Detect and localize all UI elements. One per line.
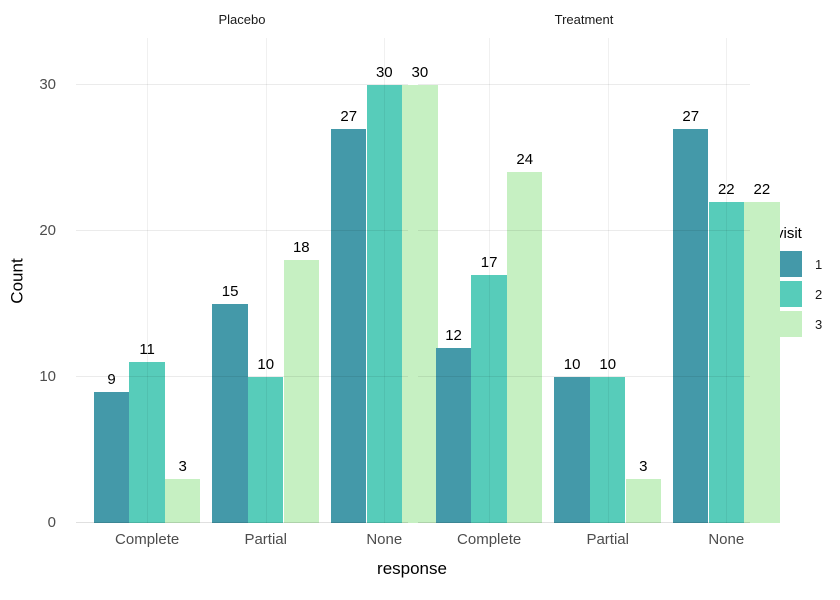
- bar: [330, 128, 367, 523]
- y-axis-tick-labels: 0 10 20 30: [0, 38, 66, 531]
- bar-value-label: 10: [599, 355, 617, 373]
- y-tick-label: 0: [47, 514, 56, 531]
- bar-slot: 3: [625, 38, 662, 523]
- bar: [247, 376, 284, 523]
- v-gridline: [384, 38, 386, 523]
- bar-slot: 22: [708, 38, 745, 523]
- x-axis-title: response: [377, 559, 447, 578]
- y-tick-label: 30: [39, 75, 56, 93]
- bar: [506, 172, 543, 523]
- v-gridline: [265, 38, 267, 523]
- bar: [589, 376, 626, 523]
- h-gridline: [418, 375, 750, 377]
- legend-label: 1: [815, 256, 823, 272]
- h-gridline: [76, 83, 408, 85]
- v-gridline: [607, 38, 609, 523]
- bar-slot: 15: [212, 38, 248, 523]
- x-tick-label: None: [366, 531, 403, 548]
- bar-value-label: 9: [107, 370, 116, 388]
- bar-slot: 17: [471, 38, 507, 523]
- bar-slot: 22: [744, 38, 780, 523]
- x-tick-label: Complete: [115, 531, 180, 548]
- legend-label: 2: [815, 286, 823, 302]
- x-tick-label: None: [708, 531, 745, 548]
- x-tick-label: Partial: [244, 531, 287, 548]
- legend-title: visit: [776, 225, 802, 242]
- h-gridline: [418, 229, 750, 231]
- bar-value-label: 17: [480, 253, 498, 271]
- bar-value-label: 24: [516, 151, 534, 169]
- legend-item: 2: [776, 281, 822, 307]
- h-gridline: [76, 375, 408, 377]
- bar-value-label: 10: [563, 355, 581, 373]
- bar-slot: 10: [554, 38, 590, 523]
- x-axis-line: [418, 522, 750, 523]
- bar-value-label: 27: [682, 107, 700, 125]
- bar: [283, 260, 320, 523]
- v-gridline: [489, 38, 491, 523]
- x-tick-label: Partial: [586, 531, 629, 548]
- bar-value-label: 15: [221, 282, 239, 300]
- facet-title: Placebo: [218, 12, 266, 27]
- v-gridline: [147, 38, 149, 523]
- bar-value-label: 3: [639, 458, 648, 476]
- x-axis-line: [76, 522, 408, 523]
- bar: [402, 84, 438, 523]
- bar: [129, 362, 165, 523]
- legend-swatch: [776, 281, 802, 307]
- v-gridline: [726, 38, 728, 523]
- bar: [744, 201, 780, 523]
- bar-value-label: 3: [178, 458, 187, 476]
- bar: [212, 303, 248, 523]
- bar: [471, 274, 507, 523]
- bar-slot: 3: [164, 38, 201, 523]
- bar-value-label: 11: [139, 341, 155, 359]
- legend-item: 3: [776, 311, 822, 337]
- h-gridline: [418, 83, 750, 85]
- bar-slot: 30: [402, 38, 438, 523]
- bar-value-label: 18: [292, 239, 310, 257]
- y-tick-label: 20: [39, 221, 56, 239]
- bar: [708, 201, 745, 523]
- x-tick-label: Complete: [457, 531, 522, 548]
- h-gridline: [76, 229, 408, 231]
- bar-value-label: 22: [753, 180, 771, 198]
- bar: [366, 84, 403, 523]
- legend-items: 1 2 3: [776, 251, 822, 337]
- bar: [93, 391, 130, 523]
- facet-title: Treatment: [554, 12, 614, 27]
- bar-slot: 27: [672, 38, 709, 523]
- bar: [672, 128, 709, 523]
- facet-panel: 9 15 27 11 10 30 3 18 30: [76, 38, 438, 523]
- bar: [625, 479, 662, 523]
- bar-value-label: 27: [340, 107, 358, 125]
- legend-item: 1: [776, 251, 822, 277]
- facet-panel: 12 10 27 17 10 22 24 3 22: [418, 38, 780, 523]
- bar-value-label: 10: [257, 355, 275, 373]
- bar-slot: 9: [93, 38, 130, 523]
- bar-slot: 18: [283, 38, 320, 523]
- bar-value-label: 30: [375, 63, 393, 81]
- bar-value-label: 30: [411, 63, 429, 81]
- bar-value-label: 12: [445, 326, 462, 344]
- bar-value-label: 22: [717, 180, 735, 198]
- bar-slot: 10: [247, 38, 284, 523]
- bar: [435, 347, 472, 523]
- legend-swatch: [776, 311, 802, 337]
- bar-slot: 11: [129, 38, 165, 523]
- bar: [554, 376, 590, 523]
- legend-label: 3: [815, 316, 823, 332]
- bar-slot: 10: [589, 38, 626, 523]
- legend: visit 1 2 3: [776, 225, 822, 341]
- bar-slot: 12: [435, 38, 472, 523]
- bar-slot: 27: [330, 38, 367, 523]
- bar-slot: 24: [506, 38, 543, 523]
- bar: [164, 479, 201, 523]
- legend-swatch: [776, 251, 802, 277]
- y-tick-label: 10: [39, 367, 56, 385]
- bar-slot: 30: [366, 38, 403, 523]
